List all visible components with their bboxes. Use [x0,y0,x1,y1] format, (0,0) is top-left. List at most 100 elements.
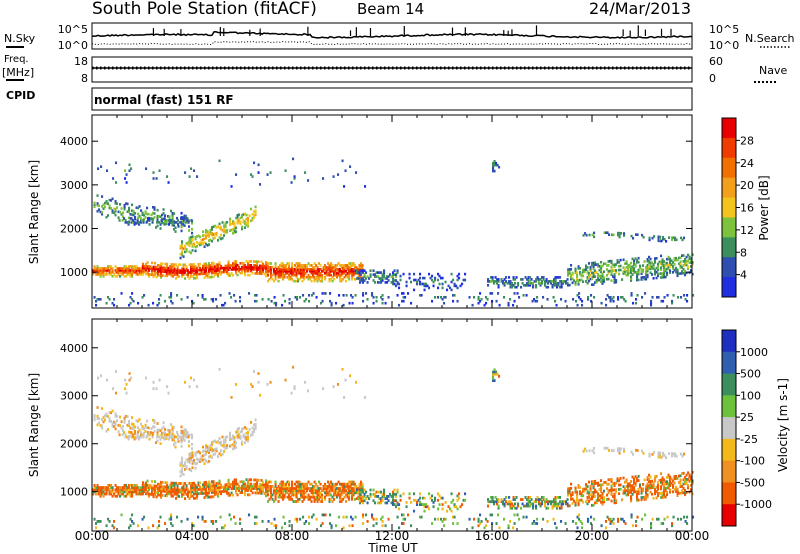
power-cell [164,266,167,270]
velocity-cell [101,490,104,494]
power-cell [238,267,241,271]
velocity-cell [124,435,127,439]
velocity-cell [235,482,238,486]
velocity-cell [298,482,301,486]
power-cell [332,175,335,178]
power-cell [642,268,645,271]
velocity-cell [692,515,695,519]
power-cell [598,278,601,282]
power-cell [423,282,426,286]
power-cell [301,266,304,269]
velocity-cell [497,513,500,517]
power-cell [135,273,138,276]
velocity-cell [404,517,407,521]
velocity-cell [295,491,298,495]
velocity-cell [589,486,592,490]
velocity-cell [497,500,500,504]
velocity-cell [171,524,174,528]
velocity-cell [557,504,560,508]
velocity-cell [594,495,597,498]
power-cell [516,292,519,295]
power-cell [635,233,638,236]
power-cell [300,266,303,269]
velocity-cell [328,487,331,490]
velocity-cell [265,479,268,483]
power-cell [635,298,638,301]
power-cell [669,259,672,263]
power-cell [461,282,464,286]
velocity-cell [129,484,132,487]
velocity-cell [649,484,652,488]
velocity-cell [270,480,273,484]
power-cell [248,214,251,217]
velocity-cell [357,495,360,499]
velocity-cell [661,480,664,484]
velocity-cell [461,503,464,506]
power-cell [147,212,150,216]
velocity-cell [636,449,639,452]
power-cell [351,262,354,265]
power-cell [386,281,389,284]
power-cell [158,221,161,224]
power-cell [196,241,199,244]
velocity-cell [600,487,603,491]
power-cell [459,284,462,288]
velocity-cell [654,475,657,478]
velocity-cell [622,476,625,480]
freq-panel: Freq. [MHz] 18 8 60 0 Nave [2,54,787,85]
power-cell [307,275,310,279]
power-cell [401,292,404,295]
power-cell [637,272,640,276]
velocity-cell [170,490,173,494]
velocity-cell [343,491,346,495]
power-cell [256,262,259,265]
velocity-cell [280,482,283,486]
velocity-cell [343,396,346,399]
power-cell [685,261,688,265]
power-cell [664,275,667,279]
power-cell [324,266,327,269]
velocity-cell [401,513,404,517]
power-cell [392,277,395,280]
power-cell [178,221,181,224]
velocity-cell [550,500,553,504]
velocity-cell [131,513,134,517]
velocity-cell [322,489,325,493]
power-cell [646,267,649,271]
velocity-cell [218,481,221,485]
power-cell [526,282,529,285]
velocity-cell [372,517,375,521]
velocity-cell [203,462,206,465]
power-cell [173,267,176,270]
power-cell [434,296,437,299]
velocity-cell [330,482,333,486]
velocity-cell [318,495,321,499]
power-cell [361,268,364,271]
power-cell [407,292,410,295]
power-cell [335,301,338,305]
velocity-cell [110,420,113,423]
velocity-cell [319,495,322,499]
power-cell [180,211,183,215]
power-cell [179,246,182,250]
power-cell [428,272,431,276]
power-cell [624,268,627,271]
power-cell [680,236,683,240]
velocity-cell [104,418,107,422]
velocity-cell [334,485,337,488]
velocity-cell [156,432,159,436]
power-cell [233,231,236,234]
power-ytick-label: 4000 [60,135,88,148]
power-cell [604,262,607,265]
power-cell [211,261,214,265]
velocity-cell [645,487,648,490]
velocity-cell [345,489,348,493]
power-cell [235,264,238,267]
velocity-cell [354,482,357,486]
power-cell [169,267,172,270]
velocity-cell [236,430,239,433]
power-cell [513,299,516,303]
power-cell [262,264,265,268]
velocity-cell [312,487,315,490]
